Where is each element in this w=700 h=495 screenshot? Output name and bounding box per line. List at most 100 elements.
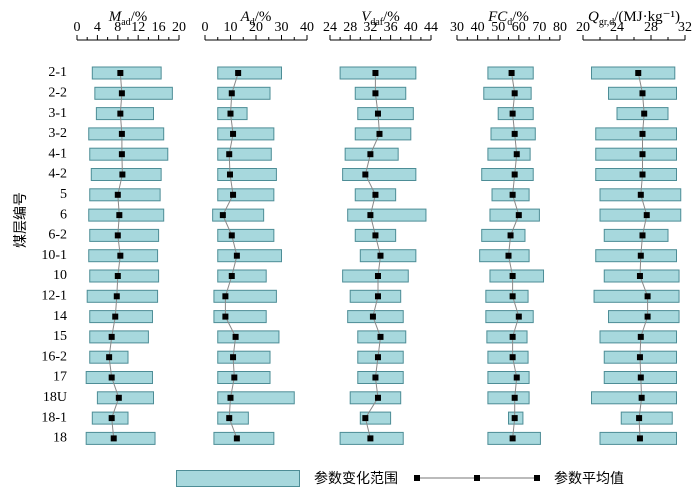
range-bar	[608, 310, 680, 324]
x-tick-label: 16	[152, 20, 166, 35]
mean-marker	[230, 130, 237, 137]
mean-marker	[636, 435, 643, 442]
range-bar	[489, 269, 545, 283]
mean-marker	[509, 333, 516, 340]
mean-marker	[118, 151, 125, 158]
mean-marker	[374, 273, 381, 279]
legend-mean-label: 参数平均值	[554, 472, 624, 487]
mean-marker	[114, 273, 121, 279]
x-tick-label: 24	[323, 20, 337, 35]
row-label: 18U	[43, 390, 67, 405]
mean-marker	[117, 110, 124, 117]
range-bar	[217, 188, 275, 202]
mean-marker	[118, 90, 125, 97]
mean-marker	[219, 212, 226, 219]
range-bar	[217, 86, 271, 100]
mean-marker	[227, 110, 234, 117]
mean-marker	[114, 232, 121, 239]
mean-marker	[508, 70, 515, 76]
row-label: 16-2	[41, 349, 67, 364]
range-bar	[481, 228, 526, 242]
mean-marker	[374, 110, 381, 117]
mean-marker	[639, 171, 646, 178]
panel: Ad/% 0 10 20 30 40	[202, 9, 314, 445]
mean-marker	[230, 354, 237, 361]
mean-marker	[110, 435, 117, 442]
row-label: 15	[53, 329, 67, 344]
range-bar	[487, 147, 531, 161]
mean-marker	[374, 394, 381, 401]
range-bar	[217, 269, 267, 283]
range-bar	[487, 350, 529, 364]
mean-marker	[509, 191, 516, 198]
range-bar	[96, 391, 154, 405]
range-bar	[217, 127, 275, 141]
range-bar	[88, 208, 165, 222]
range-bar	[486, 330, 528, 344]
x-tick-label: 60	[512, 20, 526, 35]
range-bar	[485, 289, 529, 303]
legend-range-swatch	[176, 470, 300, 487]
range-bar	[481, 168, 534, 181]
range-bar	[603, 228, 669, 242]
range-bar	[595, 127, 677, 141]
mean-marker	[112, 313, 119, 320]
x-tick-label: 0	[74, 20, 81, 35]
mean-marker	[644, 293, 651, 300]
panel-title: Mad/%	[108, 9, 148, 28]
x-tick-label: 28	[644, 20, 658, 35]
range-bar	[213, 310, 267, 324]
mean-marker	[511, 415, 518, 422]
range-bar	[89, 330, 149, 344]
x-tick-label: 50	[491, 20, 505, 35]
range-bar	[217, 168, 277, 181]
range-bar	[485, 310, 534, 324]
range-bar	[487, 371, 530, 384]
mean-marker	[362, 171, 369, 178]
mean-marker	[228, 232, 235, 239]
range-bar	[591, 66, 676, 80]
mean-marker	[377, 252, 384, 259]
mean-marker	[641, 110, 648, 117]
mean-marker	[644, 313, 651, 320]
mean-marker	[362, 415, 369, 422]
mean-marker	[639, 151, 646, 158]
row-label: 10	[53, 268, 67, 283]
x-tick-label: 32	[678, 20, 692, 35]
panel-title: FCd/%	[487, 9, 529, 28]
mean-marker	[115, 394, 122, 401]
mean-marker	[509, 293, 516, 300]
row-label: 6-2	[48, 228, 67, 243]
legend-mean-line-sample	[414, 475, 540, 481]
mean-marker	[636, 354, 643, 361]
mean-marker	[226, 171, 233, 178]
mean-marker	[639, 90, 646, 97]
mean-marker	[230, 191, 237, 198]
range-bar	[91, 66, 162, 80]
mean-marker	[511, 394, 518, 401]
mean-marker	[222, 313, 229, 320]
range-bar	[354, 127, 412, 141]
mean-marker	[233, 435, 240, 442]
row-label: 10-1	[41, 248, 67, 263]
range-bar	[357, 107, 414, 121]
mean-marker	[222, 293, 229, 300]
mean-marker	[372, 232, 379, 239]
x-tick-label: 28	[343, 20, 357, 35]
row-label: 2-2	[48, 86, 67, 101]
range-bar	[342, 168, 417, 181]
range-bar	[599, 208, 682, 222]
range-bar	[487, 391, 530, 405]
mean-marker	[372, 70, 379, 76]
range-bar	[217, 371, 271, 384]
x-tick-label: 40	[300, 20, 314, 35]
mean-marker	[228, 90, 235, 97]
mean-marker	[639, 130, 646, 137]
mean-marker	[639, 232, 646, 239]
row-label: 5	[60, 187, 67, 202]
x-tick-label: 32	[363, 20, 377, 35]
x-tick-label: 0	[202, 20, 209, 35]
mean-marker	[114, 191, 121, 198]
x-tick-label: 44	[424, 20, 438, 35]
